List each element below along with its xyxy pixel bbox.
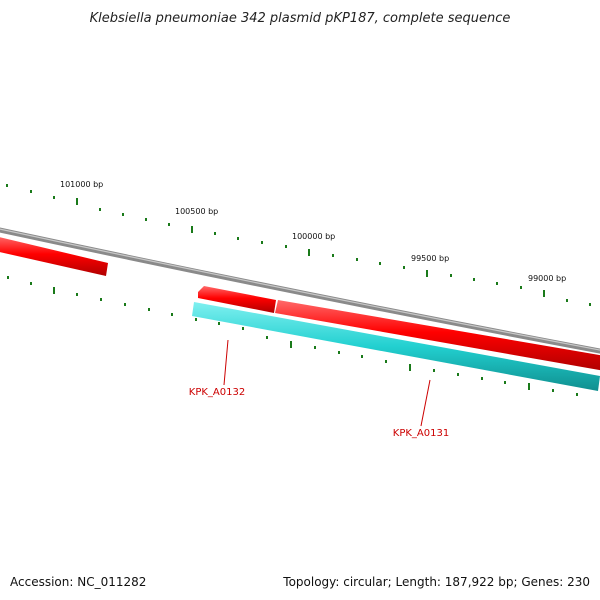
gene-label-kpk-a0131[interactable]: KPK_A0131: [393, 428, 449, 439]
scale-label-99000: 99000 bp: [528, 274, 566, 283]
topology-summary-text: Topology: circular; Length: 187,922 bp; …: [282, 575, 590, 589]
label-line-kpk-a0132: [223, 339, 229, 386]
map-title: Klebsiella pneumoniae 342 plasmid pKP187…: [90, 11, 511, 26]
scale-label-100000: 100000 bp: [292, 232, 335, 241]
scale-label-101000: 101000 bp: [60, 180, 103, 189]
gene-label-kpk-a0132[interactable]: KPK_A0132: [189, 387, 245, 398]
scale-label-100500: 100500 bp: [175, 207, 218, 216]
label-line-kpk-a0131: [420, 379, 431, 427]
plasmid-backbone: [0, 227, 600, 354]
scale-label-99500: 99500 bp: [411, 254, 449, 263]
backbone-highlight: [0, 228, 600, 351]
gene-kpk-a0131-bar[interactable]: [192, 302, 600, 391]
accession-text: Accession: NC_011282: [10, 575, 146, 589]
forward-gene-left-partial[interactable]: [0, 236, 108, 276]
gene-kpk-a0132-arrow[interactable]: [198, 286, 276, 313]
forward-gene-right[interactable]: [275, 300, 600, 371]
outer-tick-marks: [6, 184, 591, 306]
inner-tick-marks: [7, 276, 578, 396]
